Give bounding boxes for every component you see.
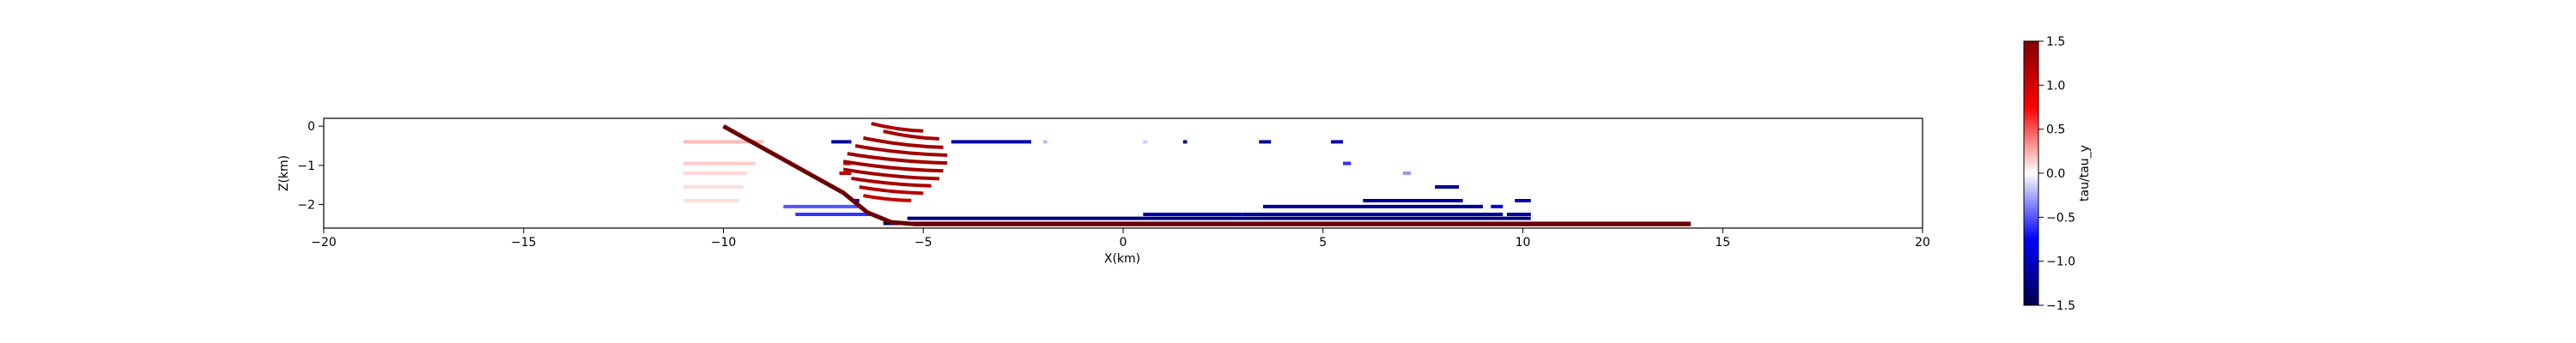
stress-arc (859, 185, 924, 196)
colorbar-tick-label: 0.5 (2046, 123, 2065, 137)
colorbar-tick-label: 0.0 (2046, 167, 2065, 181)
x-tick-label: −5 (914, 236, 933, 250)
x-tick-label: −10 (711, 236, 737, 250)
x-tick-label: −20 (311, 236, 337, 250)
stress-arc (847, 152, 948, 165)
colorbar-ticks: 1.5 1.0 0.5 0.0 −0.5 −1.0 −1.5 (2038, 35, 2075, 313)
stress-arc (854, 144, 948, 157)
x-tick-label: 20 (1915, 236, 1930, 250)
data-layer (683, 122, 1692, 226)
y-axis-label: Z(km) (277, 155, 291, 191)
x-axis: −20 −15 −10 −5 0 5 10 15 20 (311, 228, 1930, 250)
colorbar-tick-label: −1.0 (2046, 256, 2075, 269)
stress-arc (851, 176, 932, 188)
x-tick-label: 10 (1516, 236, 1531, 250)
x-tick-label: 0 (1120, 236, 1127, 250)
y-tick-label: 0 (307, 120, 315, 134)
colorbar-tick-label: −0.5 (2046, 211, 2075, 225)
stress-arc (883, 129, 939, 141)
x-axis-label: X(km) (1104, 252, 1140, 266)
colorbar-tick-label: 1.0 (2046, 79, 2065, 93)
y-tick-label: −2 (297, 199, 315, 213)
fault-trace (722, 123, 1692, 226)
stress-arc (863, 194, 912, 202)
y-axis: 0 −1 −2 (297, 120, 324, 213)
colorbar-tick-label: 1.5 (2046, 35, 2065, 49)
stress-arc (842, 159, 944, 173)
x-tick-label: 5 (1319, 236, 1327, 250)
stress-arc (871, 122, 924, 133)
x-tick-label: 15 (1715, 236, 1730, 250)
plot-frame (323, 117, 1923, 229)
colorbar-label: tau/tau_y (2078, 145, 2092, 202)
colorbar-tick-label: −1.5 (2046, 299, 2075, 313)
y-tick-label: −1 (297, 159, 315, 173)
colorbar (2023, 40, 2039, 306)
x-tick-label: −15 (511, 236, 537, 250)
stress-arc (842, 167, 939, 181)
stress-arc (863, 135, 944, 149)
